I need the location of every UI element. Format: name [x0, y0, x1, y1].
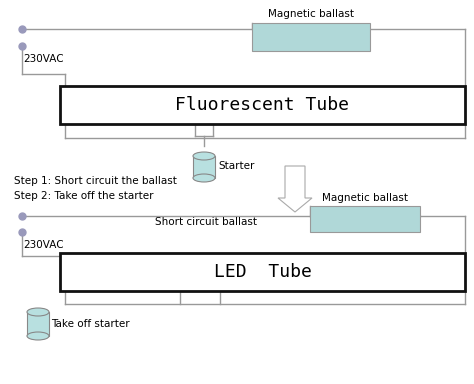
Text: Step 1: Short circuit the ballast: Step 1: Short circuit the ballast	[14, 176, 177, 186]
Bar	[60, 253, 465, 291]
Text: Short circuit ballast: Short circuit ballast	[155, 217, 257, 227]
Bar	[60, 86, 465, 124]
Bar	[252, 23, 370, 51]
Ellipse shape	[27, 308, 49, 316]
Ellipse shape	[193, 174, 215, 182]
Ellipse shape	[27, 332, 49, 340]
Text: Starter: Starter	[218, 161, 255, 171]
Text: Take off starter: Take off starter	[51, 319, 129, 329]
Bar	[193, 156, 215, 178]
Bar	[310, 206, 420, 232]
Bar	[27, 312, 49, 336]
Text: Magnetic ballast: Magnetic ballast	[268, 9, 354, 19]
Text: Magnetic ballast: Magnetic ballast	[322, 193, 408, 203]
Ellipse shape	[193, 152, 215, 160]
Text: LED  Tube: LED Tube	[214, 263, 311, 281]
FancyArrow shape	[278, 166, 312, 212]
Text: Step 2: Take off the starter: Step 2: Take off the starter	[14, 191, 154, 201]
Text: 230VAC: 230VAC	[23, 240, 64, 250]
Text: 230VAC: 230VAC	[23, 54, 64, 64]
Text: Fluorescent Tube: Fluorescent Tube	[175, 96, 349, 114]
